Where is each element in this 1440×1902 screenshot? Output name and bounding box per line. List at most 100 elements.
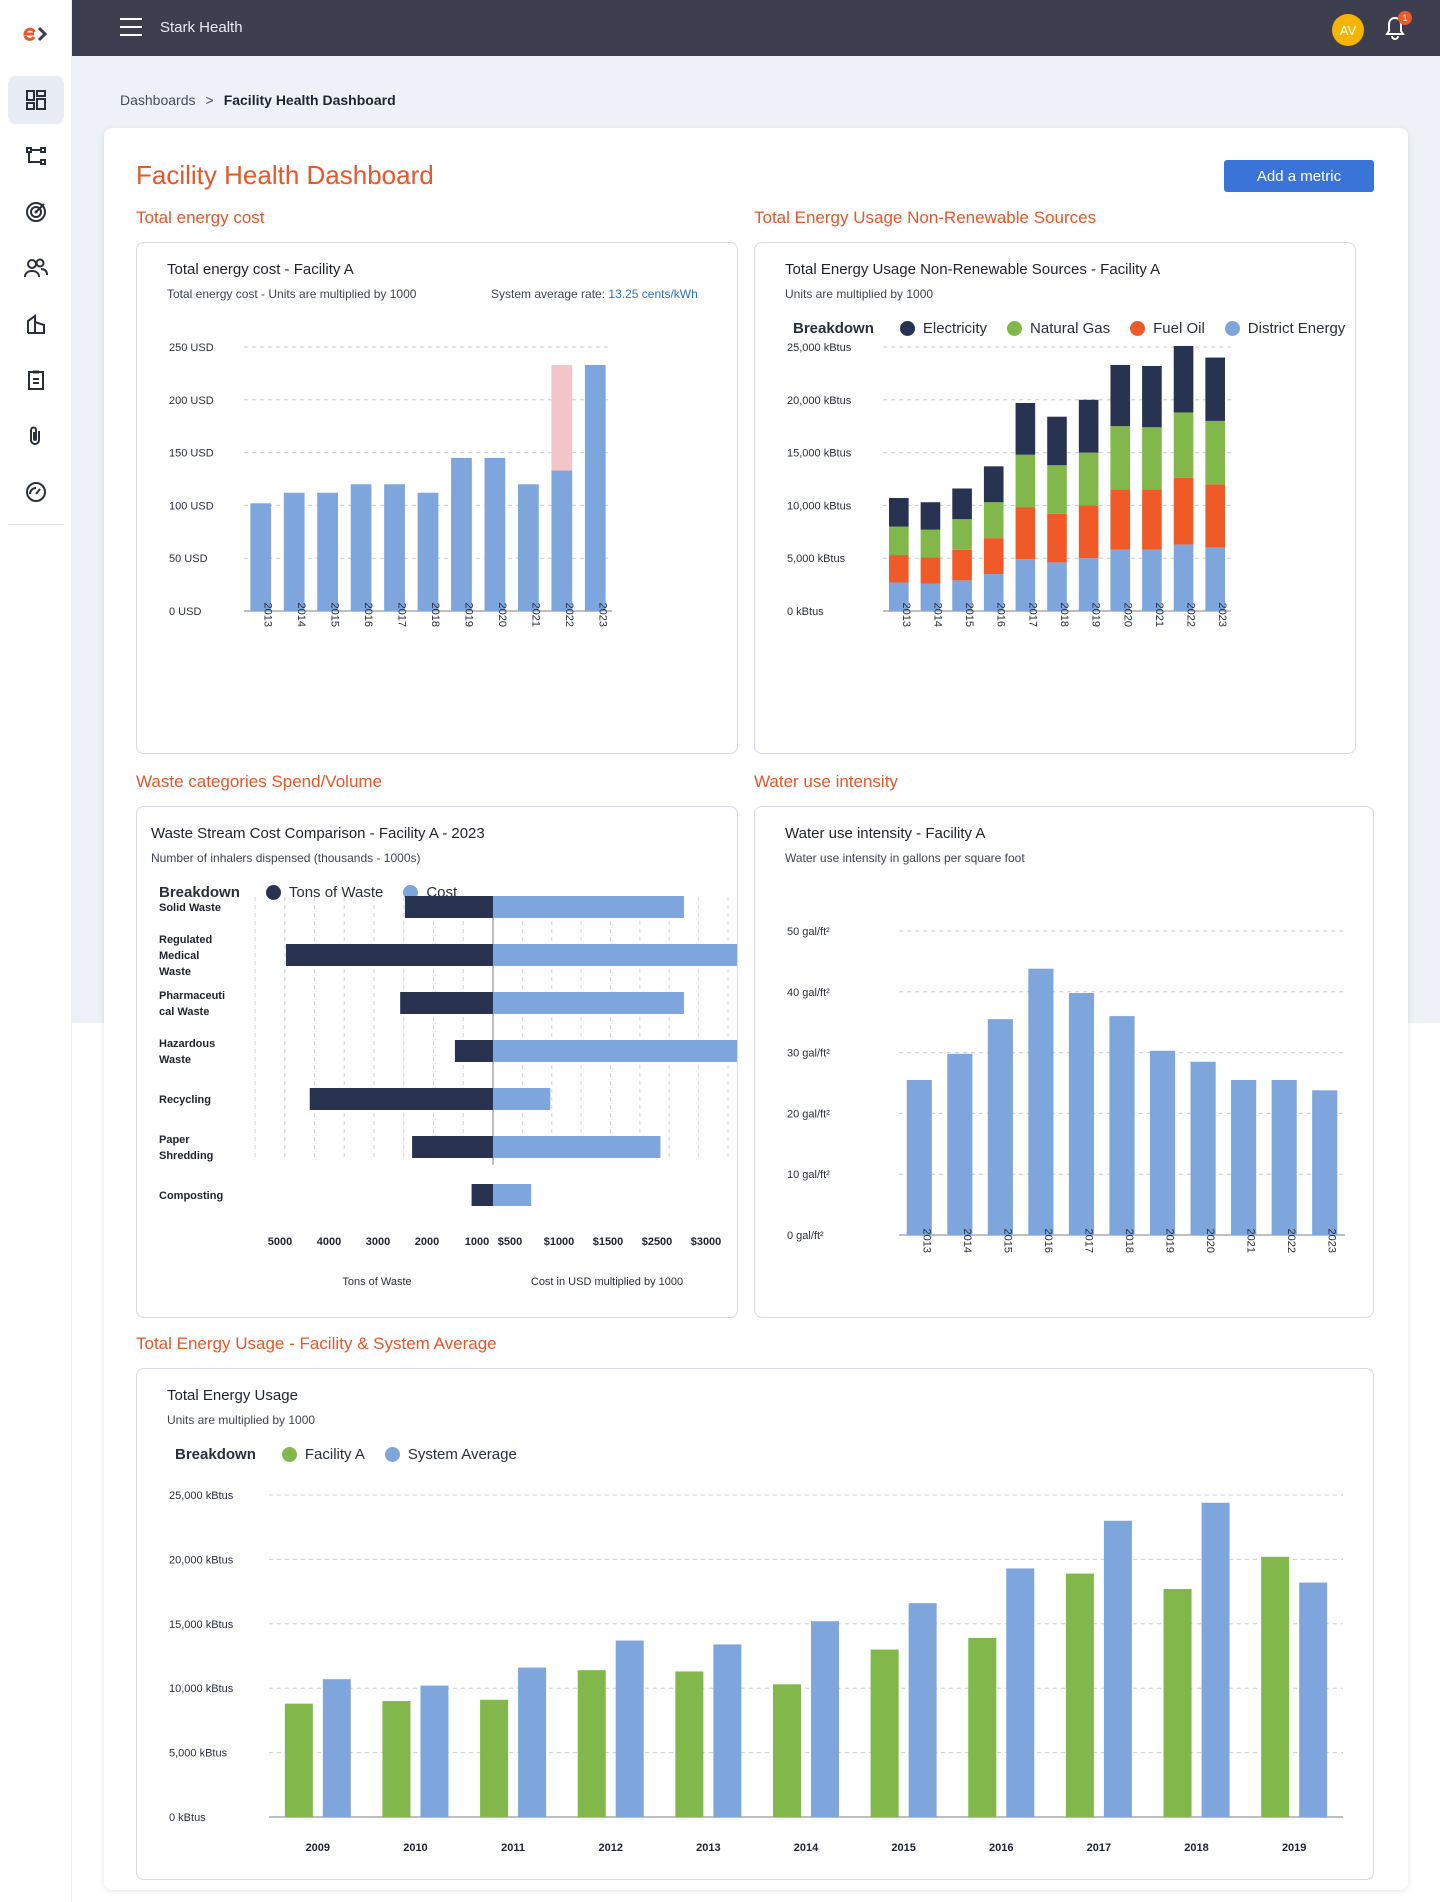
bar-cost [493,944,737,966]
legend-item[interactable]: Natural Gas [1007,320,1110,337]
sidebar-divider [8,524,64,525]
bar-segment [889,498,909,527]
sidebar-item-performance[interactable] [8,468,64,516]
x-axis-label-left: Tons of Waste [342,1276,411,1288]
legend-swatch [1007,321,1023,336]
y-tick-label: 0 kBtus [787,606,824,618]
bar [317,492,339,611]
category-label-line: Waste [159,966,191,978]
sidebar-item-goals[interactable] [8,188,64,236]
menu-icon[interactable] [120,18,142,36]
x-tick-label: 2015 [891,1842,915,1854]
page-title: Facility Health Dashboard [136,160,434,190]
panel-nonrenewable: Total Energy Usage Non-Renewable Sources… [754,242,1356,754]
y-tick-label: 5,000 kBtus [169,1748,228,1760]
bar-segment [920,529,941,558]
bar [1065,1573,1094,1817]
category-label: Solid Waste [159,902,221,914]
legend-text: Facility A [304,1446,365,1463]
x-tick-label: 2013 [696,1842,720,1854]
sidebar-item-dashboard[interactable] [8,76,64,124]
legend-item[interactable]: Electricity [899,320,987,337]
y-tick-label: 30 gal/ft² [787,1048,830,1060]
bar-segment [1205,420,1225,485]
panel-title: Total Energy Usage [167,1387,298,1404]
category-label-line: Waste [159,1054,191,1066]
bar [811,1621,839,1817]
legend-item[interactable]: District Energy [1224,320,1345,337]
bar-segment [1110,489,1131,550]
legend-item[interactable]: Tons of Waste [265,884,383,901]
bar [908,1603,937,1817]
notification-badge: 1 [1398,11,1412,25]
avatar[interactable]: AV [1332,14,1364,46]
bar-tons [454,1040,493,1062]
highlight-bar [551,364,573,471]
legend-swatch [1224,321,1240,336]
bar [382,1701,411,1817]
breadcrumb-dashboards[interactable]: Dashboards [120,92,196,108]
y-tick-label: 10,000 kBtus [787,500,852,512]
bar [518,1667,547,1817]
sidebar-item-reports[interactable] [8,356,64,404]
x-tick-label: 2010 [403,1842,427,1854]
bar [1109,1016,1135,1235]
dashboard-icon [26,90,46,110]
legend-item[interactable]: Fuel Oil [1130,320,1205,337]
bar-segment [1047,562,1067,611]
category-label-line: Solid Waste [159,902,221,914]
category-label: Pharmaceuti cal Waste [159,990,225,1018]
x-tick-label: 2014 [931,603,943,627]
category-label: Regulated Medical Waste [159,934,212,978]
sidebar-item-workflow[interactable] [8,132,64,180]
bar-segment [1078,505,1099,559]
users-icon [24,258,48,278]
x-tick-label: $1500 [593,1236,624,1248]
bar-segment [952,580,972,611]
bar [577,1670,606,1817]
category-label-line: Paper [159,1134,190,1146]
rate-label: System average rate: [491,287,606,301]
sidebar-item-users[interactable] [8,244,64,292]
bar-cost [493,1184,532,1206]
bar [1299,1582,1328,1817]
x-tick-label: 2017 [1087,1842,1111,1854]
y-tick-label: 20,000 kBtus [787,395,852,407]
x-tick-label: 2019 [1282,1842,1306,1854]
bar-segment [952,519,972,550]
bar [968,1637,997,1817]
panel-subtitle: Units are multiplied by 1000 [785,287,934,301]
bar [284,1703,313,1817]
water-chart: 0 gal/ft² 10 gal/ft² 20 gal/ft² 30 gal/ft² 4… [787,926,1345,1253]
bar-segment [983,538,1004,575]
legend-item[interactable]: Facility A [281,1446,365,1463]
bar [1231,1079,1257,1235]
panel-title: Total Energy Usage Non-Renewable Sources… [785,261,1161,278]
sidebar-item-buildings[interactable] [8,300,64,348]
bar [480,1699,509,1817]
bar [1312,1090,1338,1235]
sidebar-item-attachments[interactable] [8,412,64,460]
bar-segment [1142,549,1162,611]
legend-item[interactable]: System Average [384,1446,517,1463]
bar-tons [412,1136,493,1158]
category-label-line: cal Waste [159,1006,209,1018]
bar-segment [952,488,972,520]
clipboard-icon [28,370,44,390]
y-tick-label: 15,000 kBtus [787,448,852,460]
bar [350,484,372,611]
bar [451,457,472,611]
bar-tons [400,992,493,1014]
bar-segment [1015,454,1036,508]
y-tick-label: 0 USD [169,606,201,618]
bar [1006,1568,1035,1817]
x-tick-label: 2014 [295,603,307,627]
add-metric-button[interactable]: Add a metric [1224,160,1374,192]
x-tick-label: 1000 [465,1236,489,1248]
rate-value: 13.25 cents/kWh [608,287,698,301]
legend-text: System Average [407,1446,517,1463]
bar-segment [889,526,909,556]
bar-tons [404,896,493,918]
bar-segment [952,549,972,581]
breadcrumb-current: Facility Health Dashboard [223,92,396,108]
